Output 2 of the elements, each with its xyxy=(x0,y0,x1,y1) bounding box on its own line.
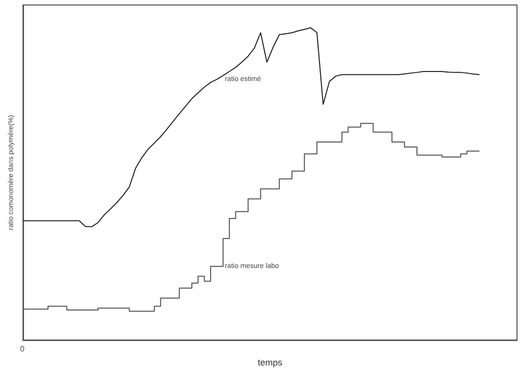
x-axis-title: temps xyxy=(258,358,283,368)
text: 0 xyxy=(20,344,25,354)
